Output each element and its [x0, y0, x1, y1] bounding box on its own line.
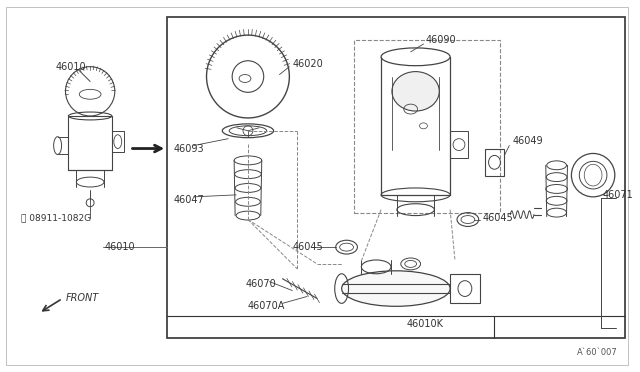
Text: 46090: 46090: [426, 35, 456, 45]
Bar: [450, 131, 468, 158]
Text: 46070A: 46070A: [248, 301, 285, 311]
Text: 46071: 46071: [603, 190, 634, 200]
Text: 46093: 46093: [174, 144, 205, 154]
Text: 46047: 46047: [174, 195, 205, 205]
Bar: [450, 274, 480, 303]
Bar: [355, 40, 500, 213]
Ellipse shape: [392, 71, 439, 111]
Text: FRONT: FRONT: [65, 294, 99, 304]
Text: 46010: 46010: [56, 62, 86, 72]
Bar: [112, 131, 124, 153]
Bar: [68, 116, 112, 170]
Text: 46049: 46049: [512, 136, 543, 145]
Ellipse shape: [342, 271, 450, 306]
Text: 46070: 46070: [246, 279, 276, 289]
Text: 46010K: 46010K: [407, 319, 444, 329]
Text: Ⓝ 08911-1082G: Ⓝ 08911-1082G: [21, 213, 92, 222]
Text: A`60`007: A`60`007: [577, 348, 618, 357]
Bar: [484, 148, 504, 176]
Text: 46010: 46010: [105, 242, 136, 252]
Bar: [167, 17, 625, 338]
Text: 46045: 46045: [292, 242, 323, 252]
Text: 46045: 46045: [483, 212, 513, 222]
Text: 46020: 46020: [292, 59, 323, 69]
